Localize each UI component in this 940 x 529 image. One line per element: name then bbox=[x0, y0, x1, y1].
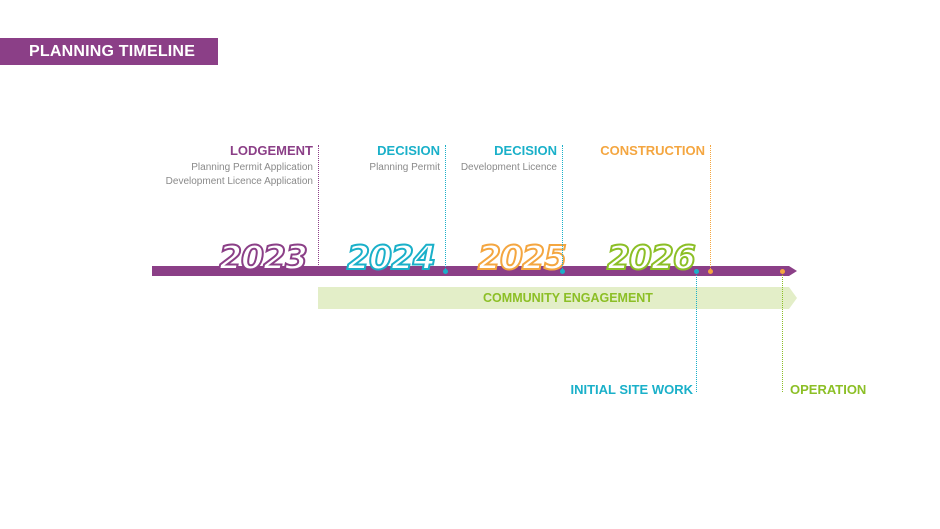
milestone-lodgement-detail: Planning Permit Application bbox=[191, 162, 313, 173]
milestone-decision-permit-detail: Planning Permit bbox=[369, 162, 440, 173]
year-2024: 2024 bbox=[346, 237, 437, 278]
timeline-arrow bbox=[152, 266, 797, 276]
milestone-decision-licence-dot bbox=[560, 269, 565, 274]
milestone-decision-permit-label: DECISION bbox=[377, 143, 440, 158]
milestone-decision-licence-line bbox=[562, 145, 563, 271]
milestone-construction-label: CONSTRUCTION bbox=[600, 143, 705, 158]
milestone-operation-dot bbox=[780, 269, 785, 274]
milestone-lodgement-detail: Development Licence Application bbox=[165, 176, 313, 187]
year-2026: 2026 bbox=[606, 237, 697, 278]
year-2025: 2025 bbox=[477, 237, 568, 278]
milestone-operation-label: OPERATION bbox=[790, 382, 867, 397]
milestone-lodgement-line bbox=[318, 145, 319, 271]
milestone-initial-site-work-label: INITIAL SITE WORK bbox=[570, 382, 693, 397]
milestone-lodgement-label: LODGEMENT bbox=[229, 143, 313, 158]
community-engagement-label: COMMUNITY ENGAGEMENT bbox=[483, 291, 653, 305]
community-engagement-arrow bbox=[318, 287, 797, 309]
milestone-initial-site-work-dot bbox=[694, 269, 699, 274]
milestone-construction-line bbox=[710, 145, 711, 271]
milestone-initial-site-work-line bbox=[696, 271, 697, 392]
milestone-decision-permit-dot bbox=[443, 269, 448, 274]
page-title: PLANNING TIMELINE bbox=[0, 38, 218, 65]
milestone-construction-dot bbox=[708, 269, 713, 274]
milestone-decision-licence-label: DECISION bbox=[494, 143, 557, 158]
year-2023: 2023 bbox=[218, 237, 309, 278]
milestone-decision-permit-line bbox=[445, 145, 446, 271]
milestone-decision-licence-detail: Development Licence bbox=[460, 162, 557, 173]
milestone-operation-line bbox=[782, 271, 783, 392]
